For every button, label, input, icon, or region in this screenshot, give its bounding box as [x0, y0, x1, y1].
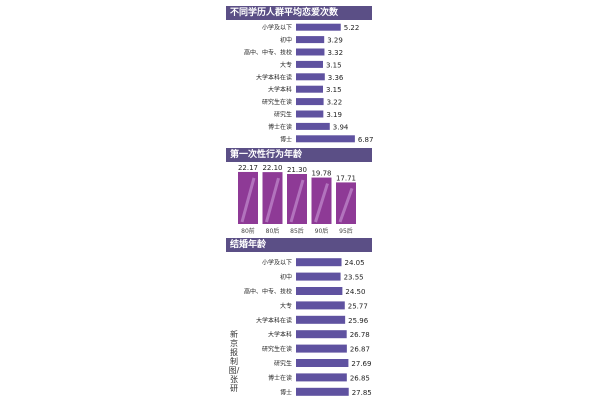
love-count-bar: [296, 23, 341, 31]
marriage-age-chart: 小学及以下 24.05 初中 23.55 高中、中专、技校 24.50 大专 25.77 大学本…: [244, 258, 372, 397]
love-count-bar: [296, 122, 330, 130]
love-count-bar: [296, 48, 325, 56]
love-count-value-label: 3.15: [326, 86, 342, 94]
marriage-age-bar: [296, 387, 349, 396]
love-count-value-label: 3.29: [327, 37, 343, 45]
marriage-age-value-label: 24.05: [345, 259, 365, 267]
love-count-value-label: 3.94: [333, 123, 349, 131]
first-sex-age-bar-stripe: [314, 183, 329, 223]
marriage-age-value-label: 24.50: [345, 288, 365, 296]
first-sex-age-category-label: 85后: [290, 227, 304, 235]
marriage-age-bar: [296, 287, 343, 295]
love-count-bar: [296, 73, 325, 81]
love-count-value-label: 3.32: [327, 49, 343, 57]
marriage-age-bar: [296, 272, 341, 281]
first-sex-age-bar-stripe: [289, 179, 305, 223]
marriage-age-value-label: 23.55: [344, 274, 364, 282]
love-count-category-label: 大学本科: [268, 86, 292, 94]
love-count-value-label: 3.19: [326, 111, 342, 119]
marriage-age-bar: [296, 315, 346, 324]
marriage-age-bar: [296, 330, 347, 339]
love-count-category-label: 初中: [280, 36, 292, 44]
first-sex-age-bar-stripe: [240, 177, 256, 223]
first-sex-age-bar-stripe: [265, 177, 280, 223]
marriage-age-value-label: 26.85: [350, 374, 370, 382]
love-count-chart: 小学及以下 5.22 初中 3.29 高中、中专、技校 3.32 大专 3.15 大学本科在读 3…: [244, 23, 374, 144]
love-count-bar: [296, 135, 355, 143]
marriage-age-bar: [296, 301, 345, 310]
marriage-age-bar: [296, 373, 347, 382]
love-count-bar: [296, 36, 325, 44]
marriage-age-value-label: 26.87: [350, 346, 370, 354]
marriage-age-value-label: 25.96: [348, 317, 369, 325]
first-sex-age-bar-stripe: [338, 187, 354, 223]
love-count-bar: [296, 60, 323, 68]
love-count-value-label: 3.36: [328, 74, 344, 82]
marriage-age-category-label: 研究生在读: [262, 345, 292, 353]
love-count-bar: [296, 98, 324, 106]
marriage-age-bar: [296, 258, 342, 267]
first-sex-age-category-label: 80前: [241, 227, 255, 235]
love-count-category-label: 大学本科在读: [256, 73, 292, 81]
marriage-age-category-label: 研究生: [274, 360, 292, 368]
marriage-age-category-label: 高中、中专、技校: [244, 288, 292, 296]
marriage-age-category-label: 博士在读: [268, 374, 292, 382]
first-sex-age-value-label: 21.30: [287, 166, 307, 174]
marriage-age-bar: [296, 359, 349, 367]
marriage-age-header: 结婚年龄: [226, 238, 372, 252]
marriage-age-category-label: 初中: [280, 273, 292, 281]
love-count-category-label: 博士: [280, 135, 292, 143]
source-note: 新京报制图/张研: [228, 330, 240, 393]
first-sex-age-value-label: 19.78: [311, 170, 331, 178]
marriage-age-category-label: 大学本科: [268, 331, 292, 339]
first-sex-age-category-label: 90后: [315, 227, 329, 235]
love-count-category-label: 大专: [280, 61, 292, 69]
love-count-category-label: 研究生: [274, 111, 292, 119]
marriage-age-category-label: 大专: [280, 302, 292, 310]
love-count-value-label: 5.22: [344, 24, 360, 32]
first-sex-age-category-label: 95后: [339, 227, 353, 235]
love-count-value-label: 6.87: [358, 136, 374, 144]
first-sex-age-value-label: 22.10: [262, 164, 282, 172]
love-count-header: 不同学历人群平均恋爱次数: [226, 6, 372, 20]
marriage-age-value-label: 27.85: [352, 389, 372, 397]
first-sex-age-chart: 22.17 80前 22.10 80后 21.30 85后 19.78 90后 17.71 95后: [238, 164, 356, 235]
marriage-age-category-label: 小学及以下: [262, 259, 292, 267]
marriage-age-category-label: 博士: [280, 388, 292, 396]
first-sex-age-value-label: 22.17: [238, 164, 258, 172]
love-count-bar: [296, 85, 323, 93]
love-count-category-label: 小学及以下: [262, 24, 292, 32]
love-count-bar: [296, 110, 324, 118]
marriage-age-value-label: 26.78: [350, 331, 370, 339]
love-count-category-label: 博士在读: [268, 123, 292, 131]
love-count-value-label: 3.22: [327, 99, 343, 107]
first-sex-age-category-label: 80后: [266, 227, 280, 235]
first-sex-age-value-label: 17.71: [336, 174, 356, 182]
love-count-value-label: 3.15: [326, 61, 342, 69]
love-count-category-label: 高中、中专、技校: [244, 49, 292, 57]
marriage-age-bar: [296, 344, 347, 353]
marriage-age-value-label: 27.69: [351, 360, 371, 368]
love-count-category-label: 研究生在读: [262, 98, 292, 106]
first-sex-age-header: 第一次性行为年龄: [226, 148, 372, 162]
marriage-age-value-label: 25.77: [348, 302, 368, 310]
marriage-age-category-label: 大学本科在读: [256, 316, 292, 324]
